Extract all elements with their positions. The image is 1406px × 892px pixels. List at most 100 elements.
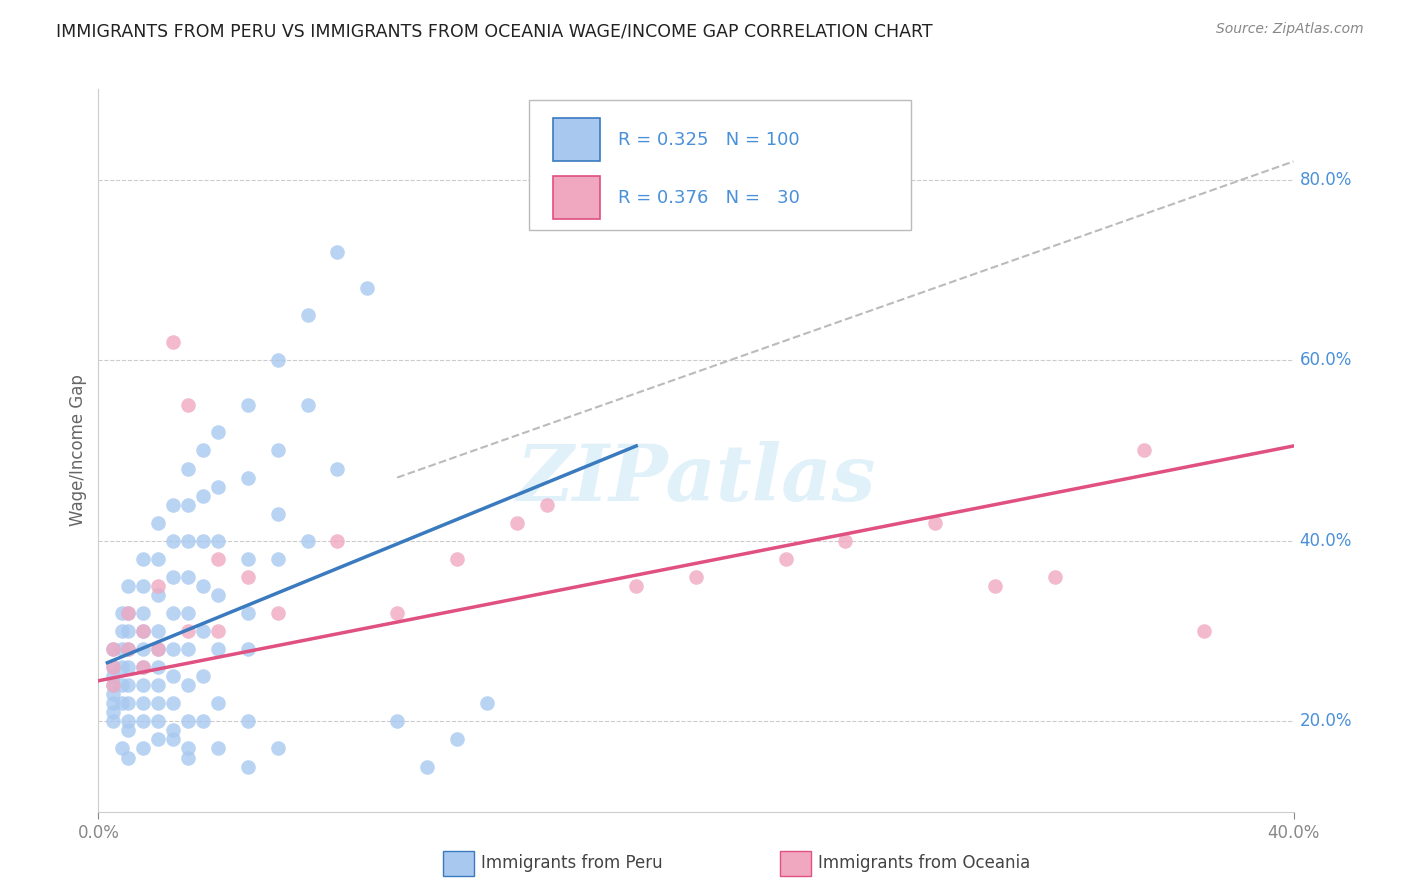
- Point: [117, 624, 139, 639]
- Point: [103, 678, 125, 692]
- Point: [475, 697, 498, 711]
- Point: [626, 579, 648, 593]
- Point: [162, 498, 184, 512]
- Point: [162, 669, 184, 683]
- Point: [177, 750, 200, 764]
- Point: [1192, 624, 1215, 639]
- Point: [685, 570, 707, 584]
- Point: [132, 678, 155, 692]
- Text: R = 0.325   N = 100: R = 0.325 N = 100: [619, 131, 800, 149]
- Text: 40.0%: 40.0%: [1299, 532, 1353, 549]
- Point: [117, 714, 139, 729]
- Point: [103, 678, 125, 692]
- Point: [148, 697, 170, 711]
- Point: [207, 551, 229, 566]
- Point: [162, 642, 184, 657]
- Point: [177, 606, 200, 620]
- Point: [117, 723, 139, 738]
- Point: [117, 697, 139, 711]
- Point: [267, 741, 290, 756]
- Point: [132, 624, 155, 639]
- Point: [236, 714, 259, 729]
- Point: [132, 714, 155, 729]
- Text: ZIPatlas: ZIPatlas: [516, 442, 876, 517]
- Point: [132, 606, 155, 620]
- Point: [267, 551, 290, 566]
- FancyBboxPatch shape: [553, 176, 600, 219]
- Text: Immigrants from Peru: Immigrants from Peru: [481, 855, 662, 872]
- Point: [111, 660, 134, 674]
- Point: [297, 308, 319, 322]
- Point: [162, 533, 184, 548]
- Point: [297, 398, 319, 412]
- Point: [162, 732, 184, 747]
- Point: [385, 606, 409, 620]
- Point: [191, 669, 214, 683]
- Point: [148, 678, 170, 692]
- Point: [207, 480, 229, 494]
- Point: [267, 353, 290, 368]
- Point: [111, 678, 134, 692]
- Point: [148, 732, 170, 747]
- Point: [103, 642, 125, 657]
- Point: [117, 606, 139, 620]
- Point: [132, 660, 155, 674]
- Point: [191, 489, 214, 503]
- Point: [446, 732, 468, 747]
- Point: [1133, 443, 1156, 458]
- Point: [236, 398, 259, 412]
- Point: [162, 570, 184, 584]
- Point: [132, 660, 155, 674]
- Point: [177, 533, 200, 548]
- Point: [267, 606, 290, 620]
- Point: [207, 588, 229, 602]
- Point: [207, 624, 229, 639]
- Text: 60.0%: 60.0%: [1299, 351, 1353, 369]
- Point: [103, 660, 125, 674]
- Point: [536, 498, 558, 512]
- FancyBboxPatch shape: [553, 118, 600, 161]
- Text: R = 0.376   N =   30: R = 0.376 N = 30: [619, 188, 800, 207]
- Point: [416, 759, 439, 773]
- Point: [207, 533, 229, 548]
- Point: [148, 714, 170, 729]
- Point: [132, 697, 155, 711]
- Point: [267, 507, 290, 521]
- Point: [132, 741, 155, 756]
- Point: [162, 606, 184, 620]
- Point: [207, 741, 229, 756]
- Point: [356, 281, 378, 295]
- Point: [191, 579, 214, 593]
- Point: [111, 606, 134, 620]
- Point: [117, 660, 139, 674]
- Point: [191, 533, 214, 548]
- Point: [177, 741, 200, 756]
- Point: [132, 642, 155, 657]
- Point: [385, 714, 409, 729]
- Text: IMMIGRANTS FROM PERU VS IMMIGRANTS FROM OCEANIA WAGE/INCOME GAP CORRELATION CHAR: IMMIGRANTS FROM PERU VS IMMIGRANTS FROM …: [56, 22, 932, 40]
- Point: [148, 516, 170, 530]
- Point: [207, 642, 229, 657]
- Point: [162, 723, 184, 738]
- Point: [117, 642, 139, 657]
- Point: [111, 642, 134, 657]
- Point: [191, 443, 214, 458]
- Point: [148, 579, 170, 593]
- Point: [148, 624, 170, 639]
- Point: [177, 714, 200, 729]
- Point: [326, 533, 349, 548]
- Point: [117, 579, 139, 593]
- Point: [103, 697, 125, 711]
- Text: 20.0%: 20.0%: [1299, 713, 1353, 731]
- Text: Immigrants from Oceania: Immigrants from Oceania: [818, 855, 1031, 872]
- Point: [111, 741, 134, 756]
- Point: [148, 551, 170, 566]
- Point: [236, 606, 259, 620]
- Y-axis label: Wage/Income Gap: Wage/Income Gap: [69, 375, 87, 526]
- Point: [103, 669, 125, 683]
- Point: [236, 470, 259, 484]
- Point: [924, 516, 946, 530]
- Point: [132, 579, 155, 593]
- Point: [177, 570, 200, 584]
- Point: [326, 461, 349, 475]
